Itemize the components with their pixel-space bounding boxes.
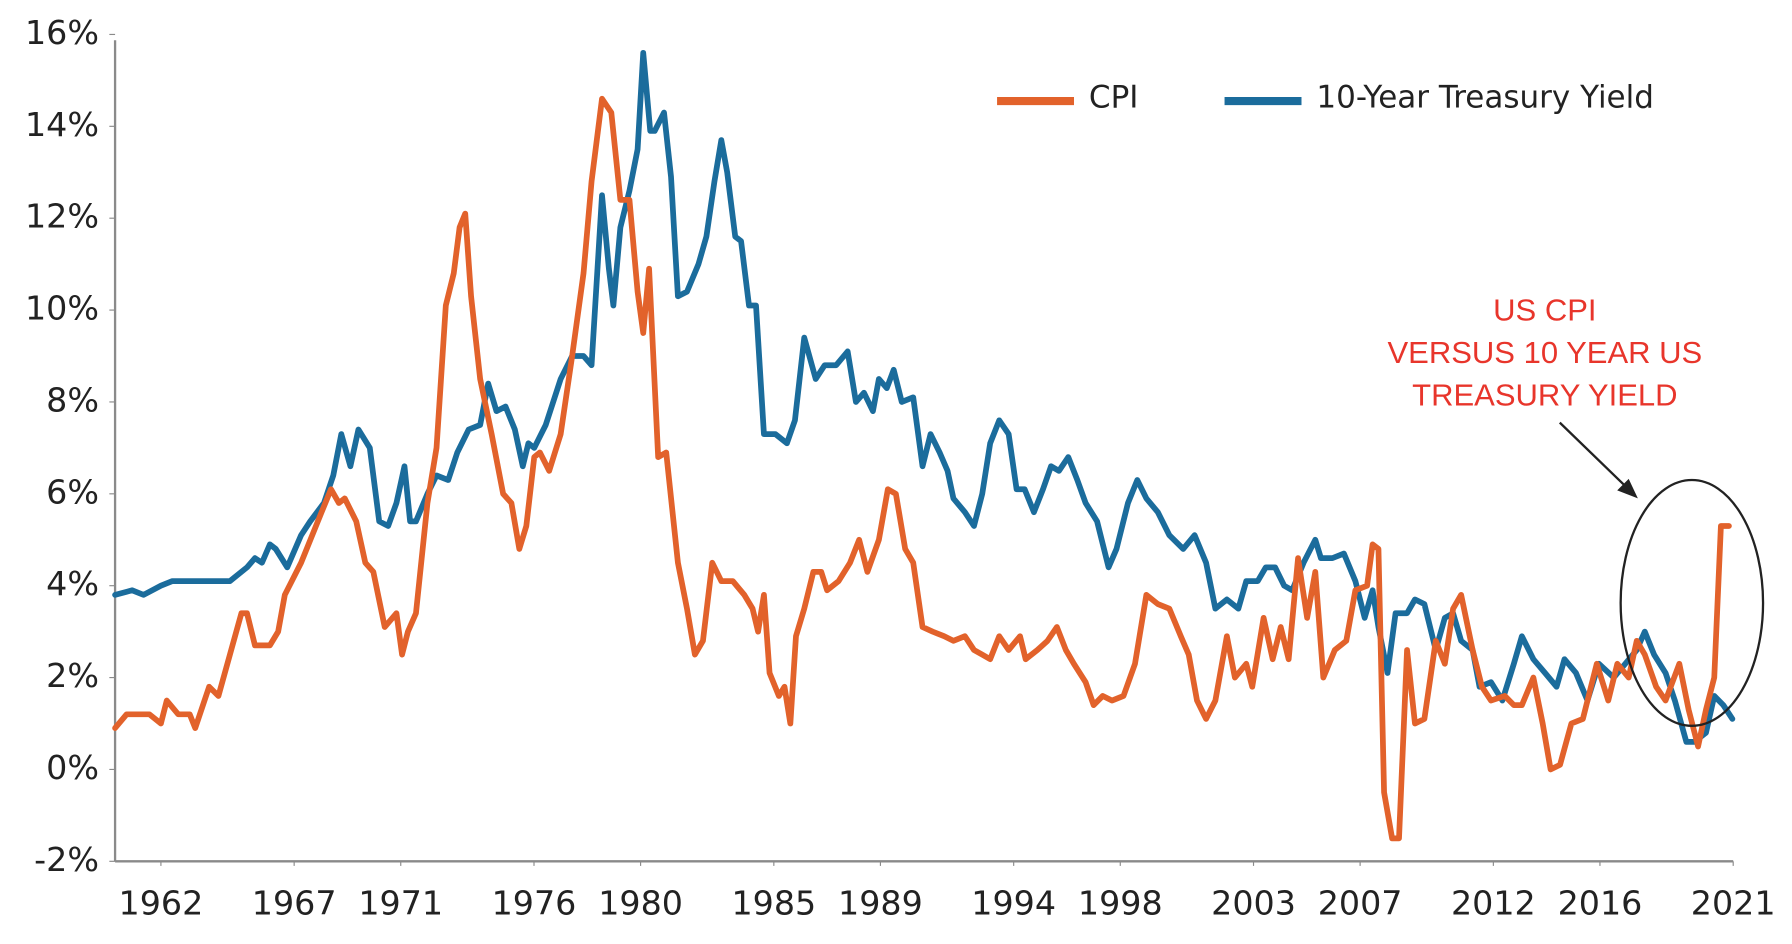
plot-area: -2% 0% 2% 4% 6% 8% 10% 12% 14% 16% 1962 1967 1971 197… bbox=[25, 13, 1776, 923]
x-tick-label: 1985 bbox=[731, 883, 816, 922]
x-tick-label: 1976 bbox=[492, 883, 577, 922]
x-tick-label: 2012 bbox=[1451, 883, 1536, 922]
series-line bbox=[112, 95, 1732, 842]
x-tick-label: 1989 bbox=[838, 883, 923, 922]
y-tick-label: -2% bbox=[34, 840, 99, 879]
y-tick-label: 12% bbox=[25, 197, 99, 236]
legend-label: 10-Year Treasury Yield bbox=[1316, 79, 1654, 115]
y-tick-label: 0% bbox=[46, 748, 99, 787]
y-tick-label: 16% bbox=[25, 13, 99, 52]
y-tick-label: 2% bbox=[46, 656, 99, 695]
x-tick-label: 2016 bbox=[1558, 883, 1643, 922]
x-tick-label: 1994 bbox=[971, 883, 1056, 922]
annotation-line: US CPI bbox=[1493, 293, 1596, 328]
arrow-shaft bbox=[1558, 421, 1632, 493]
highlight-ellipse bbox=[1619, 478, 1765, 727]
y-tick-label: 4% bbox=[46, 564, 99, 603]
x-tick-label: 1998 bbox=[1078, 883, 1163, 922]
x-tick-label: 2021 bbox=[1691, 883, 1776, 922]
y-tick-label: 14% bbox=[25, 105, 99, 144]
x-tick-label: 1980 bbox=[598, 883, 683, 922]
x-tick-label: 2007 bbox=[1318, 883, 1403, 922]
annotation-marks bbox=[1558, 421, 1765, 727]
legend-label: CPI bbox=[1089, 79, 1138, 115]
annotation-line: TREASURY YIELD bbox=[1412, 378, 1677, 413]
x-tick-label: 1967 bbox=[252, 883, 337, 922]
arrow-head bbox=[1617, 478, 1638, 499]
y-tick-label: 8% bbox=[46, 380, 99, 419]
annotation-line: VERSUS 10 YEAR US bbox=[1387, 335, 1702, 370]
y-tick-label: 10% bbox=[25, 289, 99, 328]
x-tick-label: 2003 bbox=[1211, 883, 1296, 922]
x-tick-label: 1971 bbox=[358, 883, 443, 922]
y-tick-label: 6% bbox=[46, 472, 99, 511]
x-tick-label: 1962 bbox=[119, 883, 204, 922]
